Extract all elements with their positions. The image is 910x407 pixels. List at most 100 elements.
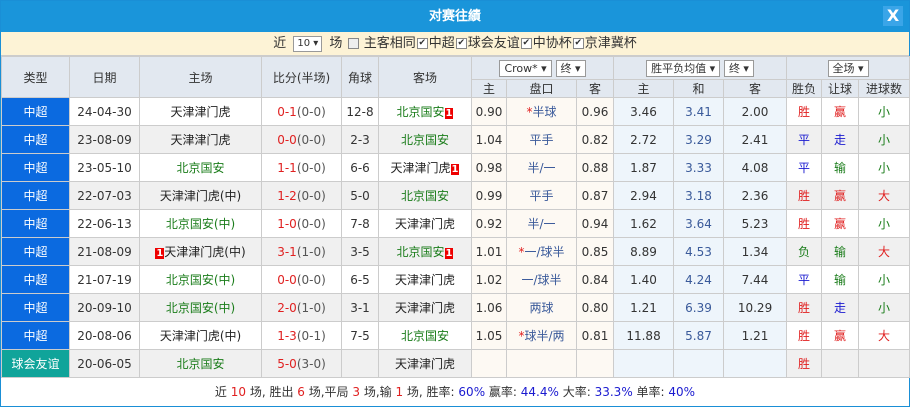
table-row[interactable]: 中超 21-08-09 1天津津门虎(中) 3-1(1-0) 3-5 北京国安1… [1,237,910,266]
near-label: 近 [273,36,287,51]
table-row[interactable]: 中超 23-05-10 北京国安 1-1(0-0) 6-6 天津津门虎1 0.9… [1,153,910,182]
away-team[interactable]: 北京国安1 [378,97,472,126]
away-team[interactable]: 天津津门虎 [378,265,472,294]
score-cell[interactable]: 1-2(0-0) [261,181,342,210]
lose-odds: 1.34 [723,237,788,266]
match-count-select[interactable]: 10 ▾ [293,35,323,52]
home-team[interactable]: 北京国安 [139,153,262,182]
away-team[interactable]: 北京国安1 [378,237,472,266]
home-team[interactable]: 天津津门虎 [139,125,262,154]
score-cell[interactable]: 0-0(0-0) [261,125,342,154]
match-type[interactable]: 中超 [1,293,70,322]
table-row[interactable]: 中超 20-09-10 北京国安(中) 2-0(1-0) 3-1 天津津门虎 1… [1,293,910,322]
league-label: 中协杯 [532,36,572,51]
match-date: 20-09-10 [69,293,140,322]
match-type[interactable]: 中超 [1,125,70,154]
away-team[interactable]: 天津津门虎 [378,209,472,238]
league-checkbox[interactable]: ✔ [520,38,532,49]
result: 负 [786,237,823,266]
away-team-name: 北京国安 [400,133,449,147]
unit-label: 场 [329,36,343,51]
period-select[interactable]: 全场 ▾ [827,59,869,77]
match-date: 20-06-05 [69,349,140,378]
summary-footer: 近 10 场, 胜出 6 场,平局 3 场,输 1 场, 胜率: 60% 赢率:… [1,378,909,407]
home-team[interactable]: 北京国安 [139,349,262,378]
league-label: 球会友谊 [467,36,520,51]
home-water: 1.04 [471,125,507,154]
away-team[interactable]: 天津津门虎 [378,349,472,378]
away-team[interactable]: 天津津门虎1 [378,153,472,182]
home-team[interactable]: 天津津门虎(中) [139,181,262,210]
match-type[interactable]: 中超 [1,181,70,210]
away-team[interactable]: 北京国安 [378,181,472,210]
away-team-name: 天津津门虎 [394,273,455,287]
win-odds: 2.72 [613,125,675,154]
score-cell[interactable]: 1-1(0-0) [261,153,342,182]
handicap-result: 输 [821,237,860,266]
score-cell[interactable]: 1-0(0-0) [261,209,342,238]
match-type[interactable]: 球会友谊 [1,349,70,378]
table-row[interactable]: 中超 24-04-30 天津津门虎 0-1(0-0) 12-8 北京国安1 0.… [1,97,910,126]
away-team[interactable]: 北京国安 [378,125,472,154]
stage-select-1[interactable]: 终 ▾ [555,59,586,77]
table-row[interactable]: 中超 22-07-03 天津津门虎(中) 1-2(0-0) 5-0 北京国安 0… [1,181,910,210]
stage-select-2[interactable]: 终 ▾ [723,59,754,77]
score-cell[interactable]: 2-0(1-0) [261,293,342,322]
match-type[interactable]: 中超 [1,209,70,238]
handicap-text: 半/一 [527,217,556,231]
away-team[interactable]: 北京国安 [378,321,472,350]
draw-odds: 6.39 [673,293,725,322]
lose-odds: 4.08 [723,153,788,182]
match-date: 22-07-03 [69,181,140,210]
home-team[interactable]: 北京国安(中) [139,209,262,238]
home-team-name: 北京国安 [176,357,225,371]
company-select[interactable]: Crow* ▾ [499,59,552,77]
score-cell[interactable]: 1-3(0-1) [261,321,342,350]
table-row[interactable]: 中超 21-07-19 北京国安(中) 0-0(0-0) 6-5 天津津门虎 1… [1,265,910,294]
goals-result: 小 [858,293,910,322]
score-cell[interactable]: 0-1(0-0) [261,97,342,126]
match-type[interactable]: 中超 [1,153,70,182]
full-score: 1-0 [277,216,297,231]
match-date: 22-06-13 [69,209,140,238]
table-row[interactable]: 中超 22-06-13 北京国安(中) 1-0(0-0) 7-8 天津津门虎 0… [1,209,910,238]
table-row[interactable]: 中超 23-08-09 天津津门虎 0-0(0-0) 2-3 北京国安 1.04… [1,125,910,154]
handicap-text: 两球 [529,301,554,315]
match-type[interactable]: 中超 [1,321,70,350]
match-type[interactable]: 中超 [1,237,70,266]
away-water: 0.80 [575,293,615,322]
away-team-name: 天津津门虎 [394,217,455,231]
over-rate: 33.3% [594,385,633,399]
score-cell[interactable]: 3-1(1-0) [261,237,342,266]
home-team[interactable]: 北京国安(中) [139,293,262,322]
close-button[interactable]: X [883,6,903,26]
table-row[interactable]: 中超 20-08-06 天津津门虎(中) 1-3(0-1) 7-5 北京国安 1… [1,321,910,350]
home-team[interactable]: 天津津门虎(中) [139,321,262,350]
league-checkbox[interactable]: ✔ [572,38,584,49]
handicap-result: 赢 [821,97,860,126]
home-team[interactable]: 1天津津门虎(中) [139,237,262,266]
away-team[interactable]: 天津津门虎 [378,293,472,322]
league-label: 京津冀杯 [584,36,637,51]
draw-odds: 5.87 [673,321,725,350]
handicap-result: 赢 [821,321,860,350]
home-team-name: 天津津门虎(中) [159,189,242,203]
header-date: 日期 [69,56,140,98]
match-type[interactable]: 中超 [1,265,70,294]
league-checkbox[interactable]: ✔ [416,38,428,49]
subheader: 盘口 [506,79,577,98]
home-team[interactable]: 北京国安(中) [139,265,262,294]
score-cell[interactable]: 0-0(0-0) [261,265,342,294]
summary-text: 大率: [558,385,595,399]
home-team[interactable]: 天津津门虎 [139,97,262,126]
full-score: 0-0 [277,132,297,147]
result: 胜 [786,97,823,126]
handicap-line: *半球 [506,97,577,126]
table-row[interactable]: 球会友谊 20-06-05 北京国安 5-0(3-0) 天津津门虎 胜 [1,349,910,378]
result: 胜 [786,349,823,378]
odds-type-select[interactable]: 胜平负均值 ▾ [646,59,721,77]
score-cell[interactable]: 5-0(3-0) [261,349,342,378]
same-venue-checkbox[interactable] [347,38,359,49]
match-type[interactable]: 中超 [1,97,70,126]
league-checkbox[interactable]: ✔ [455,38,467,49]
